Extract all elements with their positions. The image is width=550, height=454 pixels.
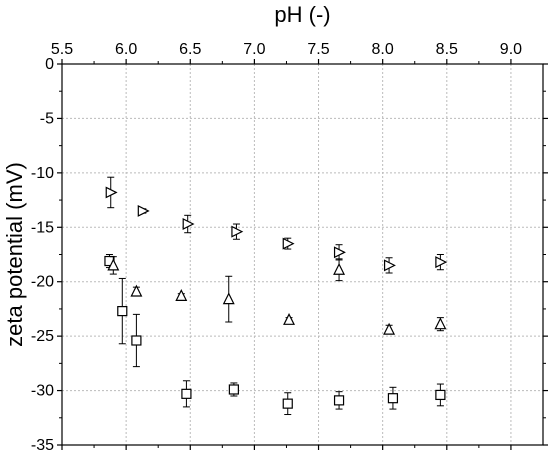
plot-frame <box>61 63 544 446</box>
y-tick-label: -35 <box>31 437 54 454</box>
y-tick-label: -5 <box>40 110 54 127</box>
data-point-triangle-right <box>282 237 295 250</box>
data-point-triangle-right <box>137 204 150 217</box>
series-triangle-up <box>107 256 447 335</box>
y-tick-label: -25 <box>31 328 54 345</box>
x-tick-label: 6.5 <box>179 41 201 58</box>
y-axis-ticks: 0 -5 -10 -15 -20 -25 -30 -35 <box>31 56 548 454</box>
y-tick-label: -15 <box>31 219 54 236</box>
x-tick-label: 7.0 <box>243 41 265 58</box>
data-point-triangle-right <box>333 246 346 259</box>
x-tick-label: 8.0 <box>372 41 394 58</box>
data-point-triangle-up <box>175 289 188 301</box>
data-point-triangle-up <box>383 322 396 335</box>
data-point-triangle-right <box>105 186 118 199</box>
y-tick-label: -10 <box>31 165 54 182</box>
data-point-square <box>387 393 399 404</box>
data-point-triangle-up <box>434 317 447 330</box>
data-marks <box>104 176 448 416</box>
data-point-square <box>228 384 239 395</box>
data-point-square <box>181 388 192 399</box>
data-point-square <box>131 335 142 346</box>
y-tick-label: -30 <box>31 383 54 400</box>
x-tick-label: 7.5 <box>307 41 329 58</box>
data-point-square <box>333 395 345 406</box>
data-point-triangle-right <box>435 256 448 269</box>
x-axis-ticks: 5.5 6.0 6.5 7.0 7.5 8.0 8.5 9.0 <box>51 41 522 450</box>
x-tick-label: 6.0 <box>115 41 137 58</box>
data-point-triangle-up <box>107 258 120 271</box>
data-point-triangle-right <box>182 218 195 230</box>
y-tick-label: 0 <box>45 56 54 73</box>
grid <box>62 64 543 445</box>
data-point-triangle-up <box>222 292 235 305</box>
series-triangle-right <box>105 176 448 274</box>
data-point-square <box>282 398 293 409</box>
data-point-triangle-up <box>130 284 143 297</box>
data-point-triangle-up <box>333 262 346 275</box>
x-tick-label: 5.5 <box>51 41 73 58</box>
data-point-triangle-right <box>231 225 244 238</box>
data-point-square <box>117 306 128 317</box>
data-point-triangle-up <box>283 312 296 325</box>
series-square <box>104 254 446 416</box>
y-tick-label: -20 <box>31 274 54 291</box>
data-point-square <box>435 389 446 401</box>
data-point-triangle-right <box>383 259 396 272</box>
x-tick-label: 8.5 <box>436 41 458 58</box>
x-tick-label: 9.0 <box>500 41 522 58</box>
y-axis-label: zeta potential (mV) <box>2 162 27 347</box>
x-axis-label: pH (-) <box>274 2 330 27</box>
